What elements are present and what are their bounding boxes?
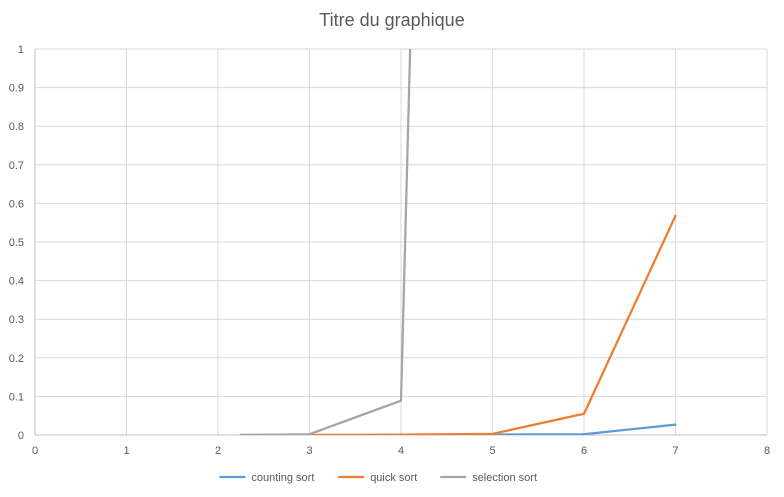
legend-item: counting sort (219, 472, 314, 484)
x-tick-label: 3 (306, 445, 312, 457)
x-tick-label: 6 (581, 445, 587, 457)
x-tick-label: 5 (489, 445, 495, 457)
y-tick-label: 0.5 (9, 237, 24, 249)
series-line-quick-sort (239, 214, 677, 435)
y-tick-label: 0.1 (9, 391, 24, 403)
y-tick-label: 0.7 (9, 160, 24, 172)
y-tick-label: 1 (18, 44, 24, 56)
x-tick-label: 8 (764, 445, 770, 457)
y-tick-label: 0.6 (9, 198, 24, 210)
x-tick-label: 1 (123, 445, 129, 457)
y-tick-label: 0.9 (9, 83, 24, 95)
series-line-selection-sort (239, 49, 412, 435)
legend-item: quick sort (338, 472, 417, 484)
y-tick-label: 0.2 (9, 353, 24, 365)
legend-item: selection sort (440, 472, 537, 484)
x-tick-label: 0 (32, 445, 38, 457)
chart-title: Titre du graphique (319, 10, 465, 30)
y-tick-label: 0.8 (9, 121, 24, 133)
x-tick-label: 7 (672, 445, 678, 457)
y-tick-label: 0.4 (9, 276, 24, 288)
x-tick-label: 2 (215, 445, 221, 457)
legend-label: counting sort (251, 472, 314, 484)
legend-label: selection sort (472, 472, 537, 484)
series-group (239, 49, 677, 435)
legend-label: quick sort (370, 472, 417, 484)
x-tick-label: 4 (398, 445, 404, 457)
y-tick-label: 0.3 (9, 314, 24, 326)
y-tick-label: 0 (18, 430, 24, 442)
